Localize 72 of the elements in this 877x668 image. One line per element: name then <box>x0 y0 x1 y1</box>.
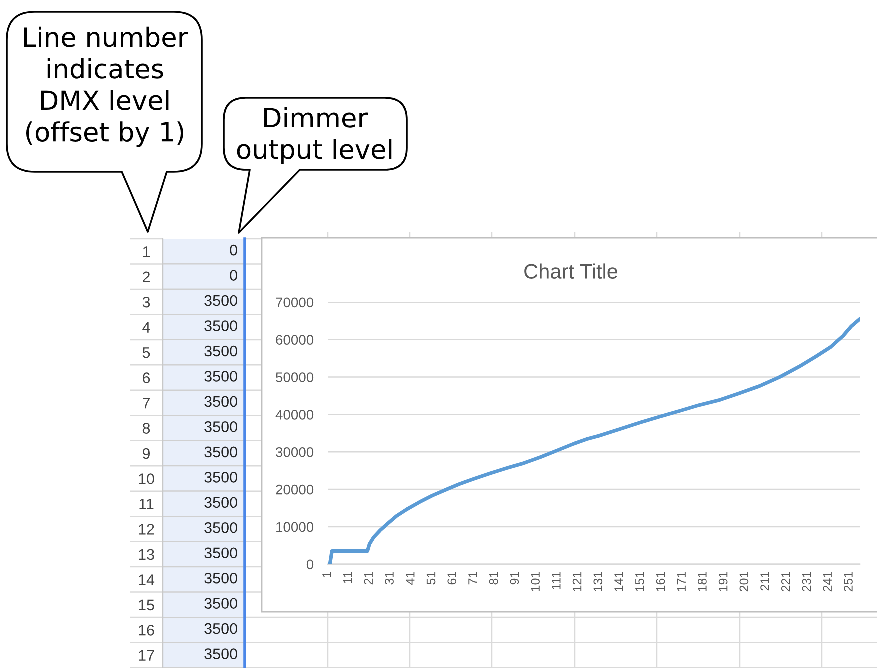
y-tick-label: 17 <box>139 650 154 661</box>
data-label: 3500 <box>204 497 238 508</box>
x-tick-label: 231 <box>802 572 812 592</box>
data-label: 3500 <box>204 598 238 610</box>
x-tick-label: 191 <box>718 572 728 592</box>
text: Dimmer output level <box>237 107 392 165</box>
y-tick-label: 30000 <box>276 447 314 458</box>
x-tick-label: 241 <box>823 572 832 592</box>
chart-title: Chart Title <box>524 264 618 279</box>
x-tick-label: 1 <box>322 572 332 578</box>
y-tick-label: 40000 <box>276 410 314 420</box>
x-tick-label: 151 <box>636 572 644 592</box>
y-tick-label: 5 <box>142 348 150 358</box>
x-tick-label: 171 <box>677 572 686 592</box>
x-tick-label: 131 <box>594 572 603 592</box>
y-tick-label: 2 <box>143 272 150 282</box>
x-tick-label: 101 <box>531 572 540 592</box>
y-tick-label: 9 <box>142 448 150 460</box>
y-tick-label: 20000 <box>276 484 314 495</box>
data-label: 3500 <box>204 522 238 534</box>
y-tick-label: 3 <box>142 296 150 308</box>
data-label: 3500 <box>204 623 238 634</box>
y-tick-label: 11 <box>140 498 154 510</box>
y-tick-label: 8 <box>142 423 150 434</box>
data-label: 3500 <box>204 320 238 332</box>
x-tick-label: 111 <box>552 572 561 590</box>
data-label: 3500 <box>204 371 238 382</box>
data-label: 3500 <box>204 396 238 408</box>
data-label: 3500 <box>204 548 238 559</box>
x-tick-label: 71 <box>468 572 478 585</box>
y-tick-label: 13 <box>139 549 154 560</box>
y-tick-label: 70000 <box>276 298 314 308</box>
x-tick-label: 41 <box>406 572 415 585</box>
y-tick-label: 16 <box>139 625 154 636</box>
x-tick-label: 211 <box>760 572 770 591</box>
x-tick-label: 61 <box>448 572 457 585</box>
y-tick-label: 4 <box>142 322 150 333</box>
x-tick-label: 221 <box>781 572 790 592</box>
data-label: 0 <box>230 270 238 281</box>
data-label: 3500 <box>204 446 238 458</box>
data-label: 3500 <box>204 295 238 306</box>
y-tick-label: 12 <box>139 524 154 535</box>
x-tick-label: 21 <box>364 572 373 585</box>
x-tick-label: 31 <box>385 572 394 585</box>
data-label: 0 <box>230 244 238 256</box>
y-tick-label: 14 <box>139 574 155 586</box>
line-series <box>328 317 860 564</box>
data-label: 3500 <box>204 648 238 660</box>
x-tick-label: 11 <box>343 572 352 584</box>
y-tick-label: 60000 <box>276 335 314 345</box>
y-tick-label: 15 <box>139 600 154 611</box>
x-tick-label: 161 <box>656 572 666 592</box>
x-tick-label: 251 <box>844 572 853 592</box>
x-tick-label: 91 <box>510 572 520 585</box>
y-tick-label: 7 <box>143 398 150 409</box>
x-tick-label: 51 <box>426 572 436 585</box>
y-tick-label: 6 <box>143 372 150 384</box>
y-tick-label: 50000 <box>276 372 314 382</box>
y-tick-label: 1 <box>143 246 150 258</box>
y-tick-label: 0 <box>306 560 314 570</box>
x-tick-label: 81 <box>489 572 498 585</box>
data-label: 3500 <box>204 572 238 584</box>
x-tick-label: 141 <box>614 572 624 592</box>
data-label: 3500 <box>204 346 238 357</box>
data-label: 3500 <box>204 472 238 483</box>
x-tick-label: 201 <box>740 572 749 592</box>
y-tick-label: 10 <box>139 474 154 484</box>
data-label: 3500 <box>204 422 238 432</box>
y-tick-label: 10000 <box>276 522 314 532</box>
x-tick-label: 181 <box>698 572 707 592</box>
text: Line number indicates DMX level (offset by 1) <box>24 26 188 148</box>
x-tick-label: 121 <box>572 572 582 592</box>
